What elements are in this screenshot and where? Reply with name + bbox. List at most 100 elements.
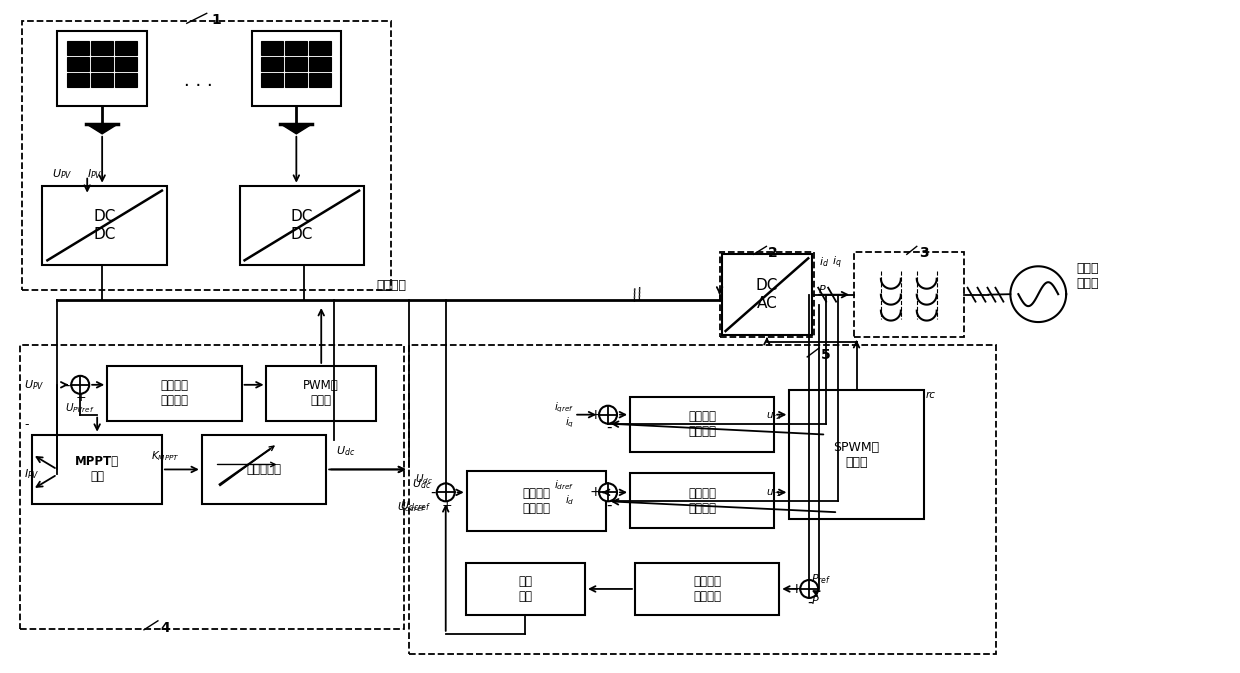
Text: //: //: [631, 287, 645, 304]
Text: $I_{PV}$: $I_{PV}$: [87, 167, 103, 180]
Circle shape: [599, 483, 618, 501]
Text: 中压交
流电网: 中压交 流电网: [1076, 262, 1099, 290]
Text: 有功电流
环调节器: 有功电流 环调节器: [688, 487, 717, 515]
Text: 有功功率
环调节器: 有功功率 环调节器: [693, 575, 722, 603]
Bar: [262, 41, 284, 55]
Bar: [635, 563, 779, 615]
Bar: [239, 186, 365, 265]
Text: 输入电压
环调节器: 输入电压 环调节器: [160, 380, 188, 407]
Text: $u_{r2}$: $u_{r2}$: [766, 410, 781, 421]
Text: DC
DC: DC DC: [93, 209, 115, 242]
Bar: [67, 73, 89, 87]
Text: $i_{dref}$: $i_{dref}$: [554, 479, 574, 492]
Bar: [42, 186, 167, 265]
Bar: [630, 397, 774, 452]
Text: -: -: [64, 378, 69, 392]
Text: 限幅
单元: 限幅 单元: [518, 575, 532, 603]
Bar: [67, 57, 89, 71]
Bar: [309, 57, 331, 71]
Text: $U_{dcref}$: $U_{dcref}$: [397, 501, 425, 514]
Text: -: -: [807, 594, 813, 609]
Bar: [92, 73, 113, 87]
Text: +: +: [441, 499, 453, 511]
Text: . . .: . . .: [185, 72, 213, 90]
Text: rc: rc: [926, 390, 936, 400]
Bar: [32, 435, 162, 504]
Text: 4: 4: [160, 621, 170, 635]
Circle shape: [71, 376, 89, 394]
Bar: [466, 563, 585, 615]
Bar: [115, 57, 136, 71]
Text: $i_{qref}$: $i_{qref}$: [554, 400, 574, 415]
Bar: [285, 41, 308, 55]
Text: $K_{MPPT}$: $K_{MPPT}$: [150, 450, 180, 464]
Text: 2: 2: [768, 246, 777, 260]
Bar: [285, 73, 308, 87]
Text: 下垂控制器: 下垂控制器: [247, 463, 281, 476]
Text: P: P: [820, 285, 826, 295]
Bar: [267, 366, 376, 421]
Text: SPWM产
生电路: SPWM产 生电路: [833, 441, 879, 468]
Text: +: +: [76, 391, 87, 404]
Text: $U_{dc}$: $U_{dc}$: [414, 472, 433, 487]
Bar: [57, 31, 148, 106]
Bar: [466, 472, 606, 531]
Text: -: -: [606, 498, 611, 513]
Text: 直流母线: 直流母线: [376, 279, 405, 292]
Text: $I_{PV}$: $I_{PV}$: [25, 468, 40, 481]
Text: $i_q$: $i_q$: [832, 254, 842, 271]
Text: +: +: [589, 408, 601, 422]
Circle shape: [800, 580, 818, 598]
Text: PWM产
生电路: PWM产 生电路: [304, 380, 339, 407]
Text: $U_{PVref}$: $U_{PVref}$: [66, 401, 95, 415]
Bar: [719, 252, 815, 337]
Bar: [630, 473, 774, 528]
Bar: [285, 57, 308, 71]
Circle shape: [436, 483, 455, 501]
Text: $u_{r1}$: $u_{r1}$: [766, 487, 781, 499]
Bar: [202, 435, 326, 504]
Text: $U_{dcref}$: $U_{dcref}$: [399, 499, 430, 513]
Text: 3: 3: [919, 246, 929, 260]
Text: DC
DC: DC DC: [290, 209, 312, 242]
Text: -: -: [430, 485, 435, 500]
Bar: [92, 41, 113, 55]
Bar: [22, 22, 391, 290]
Text: +: +: [790, 582, 802, 596]
Bar: [854, 252, 963, 337]
Bar: [107, 366, 242, 421]
Bar: [115, 41, 136, 55]
Bar: [67, 41, 89, 55]
Text: -: -: [606, 420, 611, 435]
Bar: [409, 345, 997, 653]
Text: $U_{dc}$: $U_{dc}$: [412, 477, 430, 491]
Bar: [21, 345, 404, 629]
Text: $U_{PV}$: $U_{PV}$: [52, 167, 73, 180]
Bar: [309, 41, 331, 55]
Text: $U_{dc}$: $U_{dc}$: [336, 445, 356, 458]
Circle shape: [599, 406, 618, 423]
Text: $i_d$: $i_d$: [564, 493, 574, 507]
Bar: [252, 31, 341, 106]
Text: 1: 1: [212, 13, 222, 28]
Bar: [115, 73, 136, 87]
Bar: [722, 254, 812, 335]
Text: $U_{PV}$: $U_{PV}$: [25, 378, 45, 392]
Text: $P_{ref}$: $P_{ref}$: [811, 572, 832, 586]
Bar: [309, 73, 331, 87]
Text: 5: 5: [821, 348, 831, 362]
Text: +: +: [589, 485, 601, 499]
Polygon shape: [87, 124, 118, 134]
Text: 无功电流
环调节器: 无功电流 环调节器: [688, 410, 717, 438]
Text: P: P: [811, 596, 818, 606]
Bar: [262, 73, 284, 87]
Bar: [262, 57, 284, 71]
Bar: [92, 57, 113, 71]
Text: $i_q$: $i_q$: [565, 415, 574, 430]
Text: $i_d$: $i_d$: [820, 256, 830, 269]
Text: MPPT控
制器: MPPT控 制器: [76, 456, 119, 483]
Text: 母线电压
环调节器: 母线电压 环调节器: [522, 487, 551, 516]
Polygon shape: [280, 124, 312, 134]
Bar: [790, 390, 924, 520]
Text: DC
AC: DC AC: [755, 279, 777, 311]
